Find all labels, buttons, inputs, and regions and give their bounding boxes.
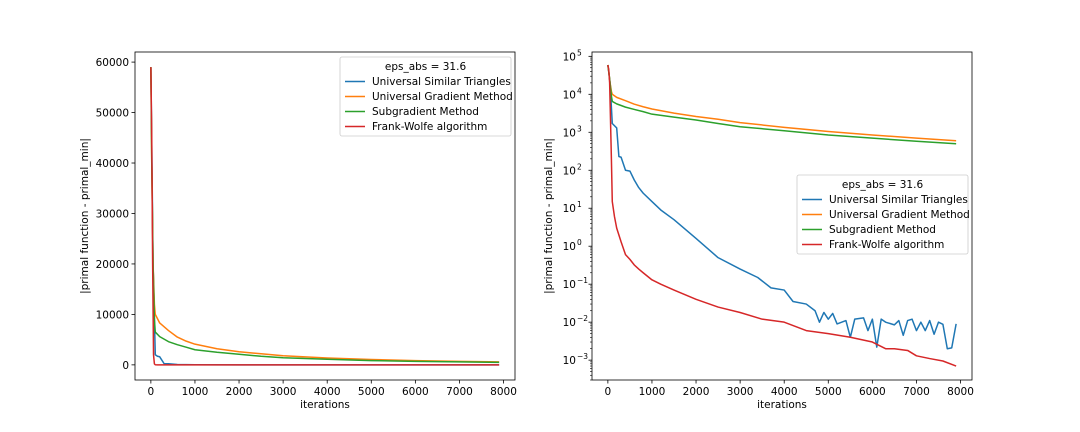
y-tick-exponent: 4: [577, 86, 582, 95]
y-tick-exponent: −3: [577, 352, 588, 361]
x-tick-label: 0: [148, 386, 155, 398]
legend-title: eps_abs = 31.6: [385, 61, 467, 73]
y-tick-exponent: 3: [577, 124, 582, 133]
legend-entry: Frank-Wolfe algorithm: [829, 239, 944, 251]
legend-entry: Universal Similar Triangles: [829, 194, 968, 206]
x-tick-label: 0: [605, 386, 612, 398]
y-axis-label: |primal function - primal_min|: [79, 138, 91, 294]
y-tick-exponent: 2: [577, 162, 582, 171]
x-tick-label: 4000: [771, 386, 798, 398]
plot-frame: [134, 51, 516, 381]
y-tick-label: 10: [563, 317, 576, 329]
x-tick-label: 8000: [490, 386, 517, 398]
y-tick-label: 10: [563, 89, 576, 101]
y-tick-label: 0: [122, 360, 129, 372]
x-tick-label: 4000: [314, 386, 341, 398]
series-group: [150, 67, 500, 366]
y-tick-label: 60000: [96, 57, 129, 69]
y-tick-exponent: 1: [577, 200, 582, 209]
x-tick-label: 2000: [683, 386, 710, 398]
series-line-3: [150, 67, 500, 364]
y-tick-label: 10: [563, 241, 576, 253]
x-tick-label: 1000: [182, 386, 209, 398]
x-tick-label: 7000: [903, 386, 930, 398]
series-line-3: [607, 64, 957, 145]
y-tick-exponent: −2: [577, 314, 588, 323]
y-tick-label: 20000: [96, 259, 129, 271]
series-line-4: [607, 64, 957, 367]
y-tick-label: 10: [563, 203, 576, 215]
legend-entry: Universal Gradient Method: [372, 91, 513, 103]
x-tick-label: 5000: [358, 386, 385, 398]
y-tick-label: 10: [563, 279, 576, 291]
series-group: [607, 64, 957, 367]
x-tick-label: 2000: [226, 386, 253, 398]
series-line-4: [150, 67, 500, 366]
y-tick-exponent: −1: [577, 276, 588, 285]
x-tick-label: 8000: [947, 386, 974, 398]
legend-entry: Universal Similar Triangles: [372, 76, 511, 88]
series-line-2: [607, 64, 957, 142]
x-tick-label: 7000: [446, 386, 473, 398]
left-chart-linear: 0 1000 2000 3000 4000 5000 6000 7000 8000 0 10000 2…: [79, 51, 517, 411]
legend-entry: Universal Gradient Method: [829, 209, 970, 221]
x-axis-label: iterations: [757, 399, 807, 411]
legend-entry: Subgradient Method: [829, 224, 936, 236]
legend-entry: Subgradient Method: [372, 106, 479, 118]
legend: eps_abs = 31.6 Universal Similar Triangle…: [796, 174, 970, 255]
y-tick-label: 10: [563, 165, 576, 177]
y-tick-exponent: 5: [577, 48, 582, 57]
x-tick-label: 6000: [402, 386, 429, 398]
y-tick-label: 50000: [96, 108, 129, 120]
legend-box: [339, 56, 512, 137]
x-tick-label: 3000: [270, 386, 297, 398]
x-tick-label: 1000: [639, 386, 666, 398]
y-tick-label: 10: [563, 127, 576, 139]
x-tick-label: 6000: [859, 386, 886, 398]
y-tick-label: 10: [563, 51, 576, 63]
y-tick-label: 40000: [96, 158, 129, 170]
y-tick-exponent: 0: [577, 238, 582, 247]
y-tick-label: 10: [563, 355, 576, 367]
legend-entry: Frank-Wolfe algorithm: [372, 121, 487, 133]
y-tick-label: 10000: [96, 309, 129, 321]
plot-frame: [591, 51, 973, 381]
x-axis-label: iterations: [300, 399, 350, 411]
legend-title: eps_abs = 31.6: [842, 179, 924, 191]
legend: eps_abs = 31.6 Universal Similar Triangle…: [339, 56, 513, 137]
legend-box: [796, 174, 969, 255]
y-axis-label: |primal function - primal_min|: [543, 138, 555, 294]
series-line-1: [607, 64, 957, 350]
y-tick-label: 30000: [96, 208, 129, 220]
x-tick-label: 3000: [727, 386, 754, 398]
x-tick-label: 5000: [815, 386, 842, 398]
